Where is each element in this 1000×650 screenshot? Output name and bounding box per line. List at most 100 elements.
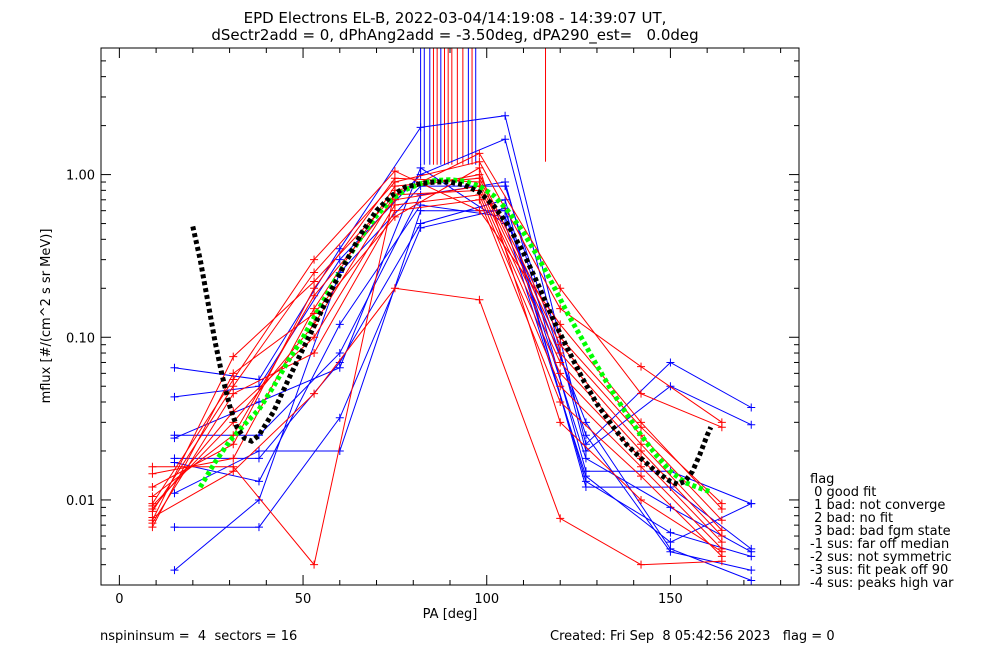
data-point-marker xyxy=(556,514,565,523)
plot-area xyxy=(148,48,756,585)
series-line xyxy=(151,167,723,553)
data-point-marker xyxy=(390,284,399,293)
data-point-marker xyxy=(717,557,726,566)
data-point-marker xyxy=(254,454,263,463)
data-point-marker xyxy=(717,538,726,547)
data-point-marker xyxy=(717,516,726,525)
x-tick-label: 150 xyxy=(658,592,683,607)
data-point-marker xyxy=(637,560,646,569)
data-point-marker xyxy=(556,369,565,378)
legend-item: 3 bad: bad fgm state xyxy=(810,524,951,539)
data-point-marker xyxy=(229,440,238,449)
legend-item: 2 bad: no fit xyxy=(810,511,893,526)
series-line xyxy=(151,161,723,512)
data-point-marker xyxy=(747,576,756,585)
data-point-marker xyxy=(170,458,179,467)
data-point-marker xyxy=(475,295,484,304)
fit-curve-green xyxy=(198,177,712,495)
y-axis: 0.01 0.10 1.00 xyxy=(66,47,799,586)
data-point-marker xyxy=(717,418,726,427)
legend-item: -2 sus: not symmetric xyxy=(810,550,952,565)
data-point-marker xyxy=(666,528,675,537)
data-point-marker xyxy=(666,538,675,547)
data-point-marker xyxy=(229,352,238,361)
series-line xyxy=(174,204,752,581)
data-point-marker xyxy=(556,358,565,367)
data-point-marker xyxy=(475,195,484,204)
data-point-marker xyxy=(310,284,319,293)
data-point-marker xyxy=(390,174,399,183)
data-point-marker xyxy=(637,362,646,371)
data-point-marker xyxy=(229,389,238,398)
plot-frame xyxy=(100,47,800,586)
data-point-marker xyxy=(416,223,425,232)
data-point-marker xyxy=(501,111,510,120)
chart-subtitle: dSectr2add = 0, dPhAng2add = -3.50deg, d… xyxy=(211,26,698,45)
data-point-marker xyxy=(254,523,263,532)
data-point-marker xyxy=(747,499,756,508)
x-tick-label: 50 xyxy=(295,592,312,607)
series-line xyxy=(152,189,723,543)
footer-right: Created: Fri Sep 8 05:42:56 2023 flag = … xyxy=(550,629,835,644)
data-point-marker xyxy=(148,523,157,532)
legend-item: 0 good fit xyxy=(810,485,876,500)
data-point-marker xyxy=(556,349,565,358)
data-point-marker xyxy=(747,403,756,412)
data-point-marker xyxy=(717,504,726,513)
plot-data xyxy=(148,48,756,585)
data-point-marker xyxy=(170,566,179,575)
data-point-marker xyxy=(170,523,179,532)
data-point-marker xyxy=(637,462,646,471)
data-point-marker xyxy=(148,499,157,508)
data-point-marker xyxy=(556,397,565,406)
legend-item: -1 sus: far off median xyxy=(810,537,949,552)
data-point-marker xyxy=(310,268,319,277)
data-point-marker xyxy=(335,244,344,253)
series-line xyxy=(152,287,722,566)
footer-left: nspininsum = 4 sectors = 16 xyxy=(100,629,297,644)
data-point-marker xyxy=(310,291,319,300)
data-point-marker xyxy=(666,503,675,512)
data-point-marker xyxy=(229,382,238,391)
legend-title: flag xyxy=(810,472,834,487)
data-point-marker xyxy=(717,547,726,556)
series-line xyxy=(152,177,723,531)
data-point-marker xyxy=(229,467,238,476)
data-point-marker xyxy=(170,363,179,372)
x-axis: 0 50 100 150 xyxy=(115,48,782,607)
data-point-marker xyxy=(148,462,157,471)
data-point-marker xyxy=(310,277,319,286)
y-tick-label: 1.00 xyxy=(66,169,95,184)
data-point-marker xyxy=(637,418,646,427)
data-point-marker xyxy=(637,389,646,398)
legend-item: -4 sus: peaks high var xyxy=(810,576,954,591)
data-point-marker xyxy=(335,413,344,422)
fit-curve-black xyxy=(190,179,714,487)
data-point-marker xyxy=(148,492,157,501)
data-point-marker xyxy=(390,212,399,221)
flag-legend: flag 0 good fit 1 bad: not converge 2 ba… xyxy=(810,472,954,591)
x-axis-label: PA [deg] xyxy=(423,607,478,622)
data-point-marker xyxy=(581,431,590,440)
data-point-marker xyxy=(148,469,157,478)
data-point-marker xyxy=(501,182,510,191)
data-point-marker xyxy=(335,255,344,264)
data-point-marker xyxy=(556,418,565,427)
data-point-marker xyxy=(747,420,756,429)
data-point-marker xyxy=(666,382,675,391)
data-point-marker xyxy=(637,446,646,455)
data-point-marker xyxy=(335,349,344,358)
data-point-marker xyxy=(556,284,565,293)
y-tick-label: 0.10 xyxy=(66,331,95,346)
data-point-marker xyxy=(310,389,319,398)
data-point-marker xyxy=(747,566,756,575)
data-point-marker xyxy=(666,483,675,492)
data-point-marker xyxy=(170,392,179,401)
data-point-marker xyxy=(170,434,179,443)
series-line xyxy=(174,199,752,550)
data-point-marker xyxy=(747,547,756,556)
data-point-marker xyxy=(475,163,484,172)
legend-item: -3 sus: fit peak off 90 xyxy=(810,563,948,578)
x-tick-label: 0 xyxy=(115,592,123,607)
